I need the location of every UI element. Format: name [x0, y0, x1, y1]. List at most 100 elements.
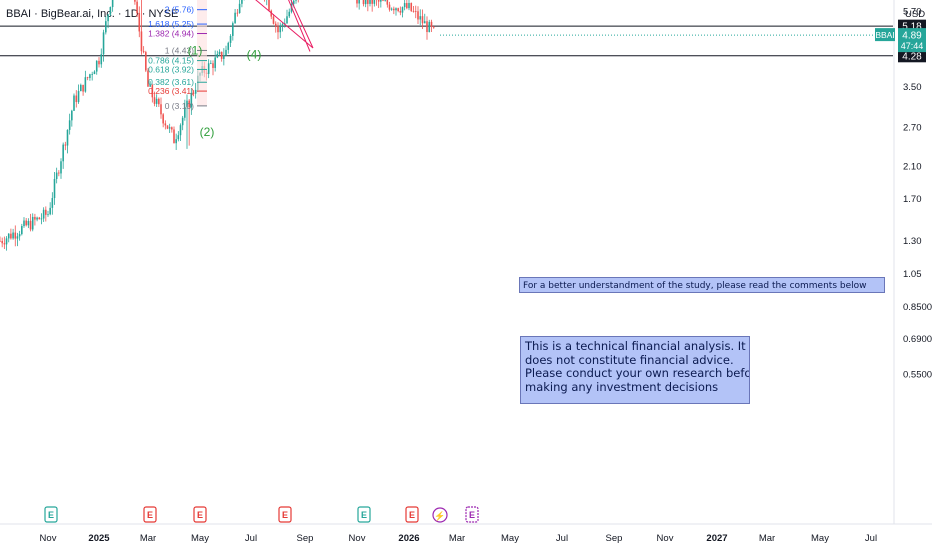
time-tick-label: May	[501, 533, 519, 544]
candle-body	[388, 4, 391, 10]
candle-body	[384, 0, 386, 1]
candle-body	[1, 240, 3, 244]
candle-body	[89, 74, 91, 79]
candle-body	[16, 236, 19, 239]
candle-body	[5, 238, 8, 245]
candle-body	[145, 52, 147, 71]
wave-label: (1)	[188, 43, 203, 57]
candle-body	[93, 71, 96, 75]
candle-body	[162, 114, 164, 124]
chart-title: BBAI · BigBear.ai, Inc. · 1D · NYSE	[6, 8, 179, 20]
time-tick-label: Mar	[140, 533, 156, 544]
earnings-marker: E	[278, 506, 292, 523]
candle-body	[158, 98, 160, 105]
candle-body	[179, 125, 182, 136]
candle-body	[75, 95, 78, 103]
candle-body	[0, 240, 1, 242]
candle-body	[369, 0, 371, 4]
candle-body	[386, 0, 389, 5]
time-tick-label: 2027	[706, 533, 727, 544]
candle-body	[408, 2, 410, 9]
candle-body	[73, 95, 75, 111]
candle-body	[292, 0, 295, 4]
candle-body	[175, 139, 177, 144]
candle-body	[164, 123, 167, 126]
candle-body	[25, 220, 27, 226]
candle-body	[12, 232, 14, 239]
candle-body	[238, 3, 241, 14]
candle-body	[403, 3, 406, 8]
time-tick-label: May	[811, 533, 829, 544]
symbol-tag-label: BBAI	[875, 30, 894, 40]
candle-body	[380, 0, 382, 2]
lightning-circle	[432, 507, 448, 523]
earnings-icon: E	[197, 510, 203, 520]
candle-body	[23, 220, 25, 227]
candle-body	[31, 216, 34, 230]
fib-level-label: 2 (5.76)	[165, 5, 194, 15]
price-tick-label: 0.6900	[903, 334, 932, 345]
candle-body	[51, 198, 54, 208]
candle-body	[367, 0, 369, 4]
candle-body	[153, 97, 156, 104]
disclaimer-note: This is a technical financial analysis. …	[520, 336, 750, 404]
candle-body	[47, 214, 49, 216]
time-tick-label: Nov	[657, 533, 674, 544]
candle-body	[86, 77, 89, 79]
time-tick-label: Mar	[449, 533, 465, 544]
candle-body	[274, 23, 277, 27]
candle-body	[49, 207, 51, 215]
earnings-icon: E	[469, 510, 475, 520]
candle-body	[102, 32, 105, 55]
candle-body	[77, 91, 80, 103]
candle-body	[419, 16, 422, 20]
candle-body	[100, 54, 103, 65]
candle-body	[38, 217, 41, 220]
candle-body	[29, 220, 32, 230]
candle-body	[397, 8, 399, 11]
price-tick-label: 5.70	[903, 6, 922, 17]
candle-body	[14, 232, 17, 239]
price-tick-label: 0.5500	[903, 369, 932, 380]
candle-body	[10, 233, 12, 239]
earnings-icon: E	[361, 510, 367, 520]
fib-level-label: 0.786 (4.15)	[148, 56, 194, 66]
candle-body	[216, 54, 219, 58]
fib-level-label: 0.236 (3.41)	[148, 86, 194, 96]
candle-body	[142, 51, 145, 53]
earnings-icon: E	[409, 510, 415, 520]
candle-body	[71, 110, 73, 121]
current-price-tag	[898, 28, 926, 53]
candle-body	[232, 23, 234, 36]
fib-zone	[197, 0, 207, 106]
candle-body	[171, 127, 173, 130]
candle-body	[7, 233, 10, 239]
candle-body	[173, 129, 175, 144]
candle-body	[168, 127, 171, 129]
time-tick-label: Sep	[606, 533, 623, 544]
price-tick-label: 0.8500	[903, 302, 932, 313]
candle-body	[149, 85, 151, 87]
candle-body	[62, 144, 64, 162]
candle-body	[414, 11, 417, 12]
time-tick-label: Jul	[245, 533, 257, 544]
study-note-text: For a better understandment of the study…	[523, 281, 867, 291]
candle-body	[82, 84, 84, 92]
candle-body	[410, 2, 413, 12]
level-price-label: 4.28	[902, 51, 922, 62]
fib-extension-group: 4.764 (9.34)4 (8.42)2.618 (6.58)2 (5.76)…	[148, 0, 207, 111]
candle-body	[227, 42, 230, 50]
candle-body	[270, 10, 273, 17]
candle-body	[134, 0, 136, 2]
fib-level-label: 1.618 (5.25)	[148, 19, 194, 29]
candle-body	[426, 21, 428, 33]
time-tick-label: Sep	[297, 533, 314, 544]
candle-body	[36, 217, 38, 220]
study-note: For a better understandment of the study…	[519, 277, 885, 293]
candle-body	[68, 120, 71, 130]
candle-body	[428, 21, 431, 33]
candle-body	[190, 92, 193, 108]
candle-body	[281, 24, 284, 26]
price-tick-label: 3.50	[903, 82, 922, 93]
